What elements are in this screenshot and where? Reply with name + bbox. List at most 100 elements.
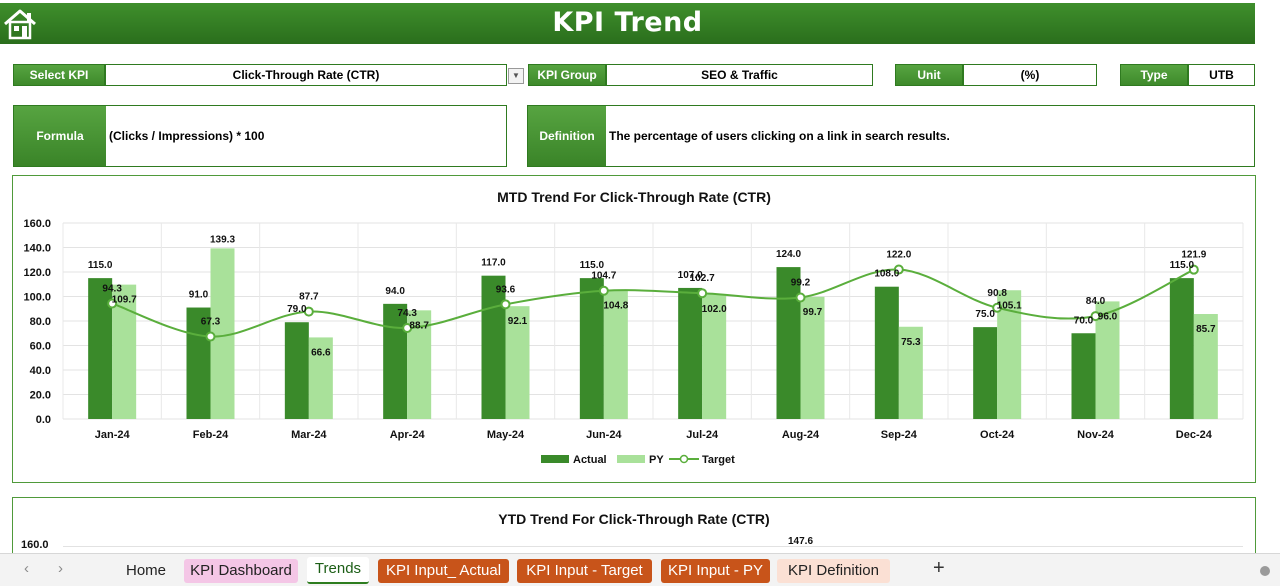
ytd-gridline [63, 546, 1243, 547]
actual-bar [481, 275, 506, 419]
y-tick-label: 60.0 [30, 341, 51, 353]
target-data-label: 67.3 [201, 317, 221, 328]
target-point [1188, 264, 1199, 275]
target-data-label: 87.7 [299, 292, 319, 303]
tab-kpi-input-py[interactable]: KPI Input - PY [661, 559, 770, 583]
target-data-label: 90.8 [987, 288, 1007, 299]
y-tick-label: 120.0 [23, 267, 51, 279]
target-data-label: 122.0 [886, 250, 911, 261]
x-tick-label: Aug-24 [782, 429, 820, 441]
chevron-down-icon[interactable]: ▼ [508, 68, 524, 84]
mtd-chart[interactable]: MTD Trend For Click-Through Rate (CTR) 0… [12, 175, 1256, 483]
y-tick-label: 160.0 [23, 218, 51, 230]
actual-bar [579, 278, 604, 419]
actual-bar [284, 322, 309, 419]
formula-value: (Clicks / Impressions) * 100 [109, 129, 265, 143]
target-data-label: 121.9 [1181, 250, 1206, 261]
y-tick-label: 100.0 [23, 292, 51, 304]
select-kpi-label: Select KPI [13, 64, 105, 86]
actual-bar [186, 307, 211, 419]
target-point [402, 322, 413, 333]
tab-kpi-definition[interactable]: KPI Definition [777, 559, 890, 583]
home-icon[interactable] [2, 7, 38, 41]
definition-label: Definition [528, 106, 606, 166]
actual-data-label: 124.0 [776, 249, 801, 260]
x-tick-label: Jun-24 [586, 429, 622, 441]
actual-data-label: 115.0 [88, 260, 113, 271]
tab-kpi-input-target[interactable]: KPI Input - Target [517, 559, 652, 583]
target-data-label: 104.7 [591, 271, 616, 282]
target-point [697, 288, 708, 299]
target-point [598, 285, 609, 296]
target-data-label: 84.0 [1086, 296, 1106, 307]
chevron-left-icon[interactable]: ‹ [24, 560, 29, 577]
formula-box: Formula (Clicks / Impressions) * 100 [13, 105, 507, 167]
py-data-label: 96.0 [1098, 311, 1118, 322]
actual-data-label: 75.0 [975, 309, 995, 320]
y-tick-label: 140.0 [23, 243, 51, 255]
actual-data-label: 117.0 [481, 258, 506, 269]
py-data-label: 99.7 [803, 307, 823, 318]
select-kpi-dropdown[interactable]: Click-Through Rate (CTR) [105, 64, 507, 86]
x-tick-label: Nov-24 [1077, 429, 1115, 441]
target-data-label: 94.3 [102, 283, 122, 294]
y-tick-label: 20.0 [30, 390, 51, 402]
x-tick-label: Apr-24 [390, 429, 426, 441]
x-tick-label: Jul-24 [686, 429, 719, 441]
legend-actual-label: Actual [573, 454, 607, 466]
x-tick-label: Oct-24 [980, 429, 1015, 441]
actual-bar [973, 327, 998, 419]
py-bar [308, 337, 333, 419]
sheet-tab-bar: ‹ › Home KPI Dashboard Trends KPI Input_… [0, 553, 1280, 586]
target-data-label: 93.6 [496, 284, 516, 295]
target-data-label: 102.7 [690, 273, 715, 284]
chevron-right-icon[interactable]: › [58, 560, 63, 577]
mtd-chart-title: MTD Trend For Click-Through Rate (CTR) [497, 189, 771, 205]
py-data-label: 109.7 [112, 295, 137, 306]
tab-scroll-thumb[interactable] [1260, 566, 1270, 576]
legend-py-label: PY [649, 454, 664, 466]
py-bar [1095, 301, 1120, 419]
py-bar [800, 296, 825, 419]
y-tick-label: 40.0 [30, 365, 51, 377]
target-point [303, 306, 314, 317]
py-data-label: 88.7 [409, 320, 429, 331]
add-sheet-button[interactable]: + [933, 557, 945, 579]
definition-box: Definition The percentage of users click… [527, 105, 1255, 167]
ytd-data-label: 147.6 [788, 536, 814, 547]
actual-data-label: 70.0 [1074, 315, 1094, 326]
kpi-group-value: SEO & Traffic [606, 64, 873, 86]
mtd-chart-plot: 0.0 20.0 40.0 60.0 80.0 100.0 120.0 140.0 160.0 1… [23, 218, 1244, 466]
ytd-chart[interactable]: YTD Trend For Click-Through Rate (CTR) 1… [12, 497, 1256, 557]
definition-value: The percentage of users clicking on a li… [609, 129, 950, 143]
actual-bar [88, 278, 113, 419]
py-data-label: 85.7 [1196, 324, 1216, 335]
legend-target-label: Target [702, 454, 735, 466]
actual-bar [678, 287, 703, 419]
actual-bar [1071, 333, 1096, 419]
target-point [795, 292, 806, 303]
tab-home[interactable]: Home [125, 562, 166, 579]
target-point [205, 331, 216, 342]
py-data-label: 66.6 [311, 347, 331, 358]
tab-kpi-dashboard[interactable]: KPI Dashboard [184, 559, 298, 583]
legend-py-swatch [617, 455, 645, 463]
x-tick-label: Jan-24 [95, 429, 131, 441]
actual-bar [1169, 278, 1194, 419]
ytd-chart-title: YTD Trend For Click-Through Rate (CTR) [498, 511, 770, 527]
x-tick-label: Feb-24 [193, 429, 229, 441]
py-bar [112, 284, 137, 419]
tab-kpi-input-actual[interactable]: KPI Input_ Actual [378, 559, 509, 583]
py-bar [702, 294, 727, 419]
actual-data-label: 107.0 [678, 270, 703, 281]
target-data-label: 99.2 [791, 277, 811, 288]
y-tick-label: 0.0 [36, 414, 51, 426]
target-point [500, 299, 511, 310]
kpi-group-label: KPI Group [528, 64, 606, 86]
target-line [111, 268, 1195, 338]
py-data-label: 75.3 [901, 337, 921, 348]
tab-trends[interactable]: Trends [307, 557, 369, 584]
actual-data-label: 108.0 [874, 269, 899, 280]
py-bar [1193, 314, 1218, 419]
